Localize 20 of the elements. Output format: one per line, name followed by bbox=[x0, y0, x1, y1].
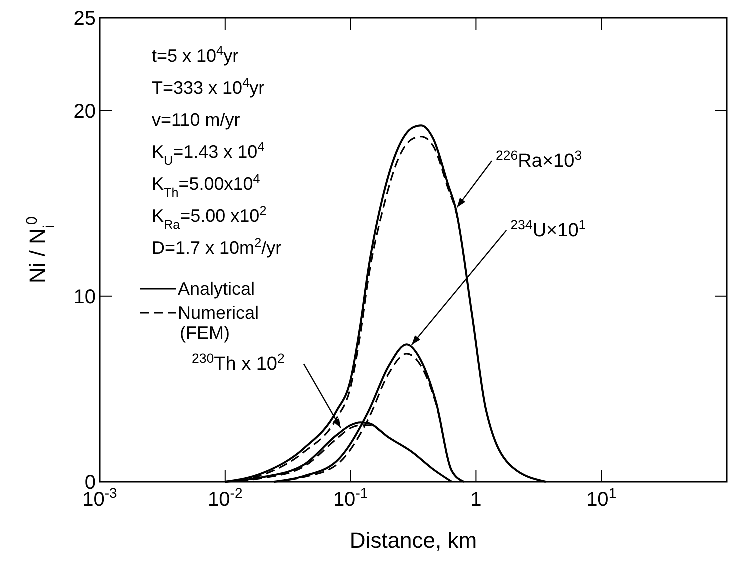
x-axis-title: Distance, km bbox=[350, 528, 478, 553]
annotation: $^{226}$Ra×10$^{3}$ bbox=[496, 148, 582, 172]
y-tick-label: 20 bbox=[74, 100, 96, 123]
legend-label: Numerical (FEM) bbox=[178, 303, 260, 343]
legend-label: Analytical bbox=[178, 279, 256, 299]
annotation: $^{234}$U×10$^{1}$ bbox=[510, 217, 586, 242]
x-tick-label: 10$^{-2}$ bbox=[208, 485, 243, 511]
x-tick-label: 1 bbox=[470, 489, 482, 511]
annotation: T=333 x 10$^{4}$yr bbox=[152, 76, 265, 98]
annotation: K$_{Th}$=5.00x10$^{4}$ bbox=[152, 172, 260, 200]
annotation: t=5 x 10$^{4}$yr bbox=[152, 44, 239, 66]
y-tick-label: 10 bbox=[74, 286, 96, 308]
annotation: $^{230}$Th x 10$^{2}$ bbox=[192, 350, 285, 376]
annotation: K$_{U}$=1.43 x 10$^{4}$ bbox=[152, 140, 265, 168]
y-tick-label: 25 bbox=[74, 8, 96, 30]
annotation: K$_{Ra}$=5.00 x10$^{2}$ bbox=[152, 204, 267, 232]
x-tick-label: 10$^{1}$ bbox=[586, 485, 617, 511]
annotation: D=1.7 x 10m$^{2}$/yr bbox=[152, 236, 282, 258]
x-tick-label: 10$^{-1}$ bbox=[333, 485, 368, 511]
annotation: v=110 m/yr bbox=[152, 110, 240, 130]
